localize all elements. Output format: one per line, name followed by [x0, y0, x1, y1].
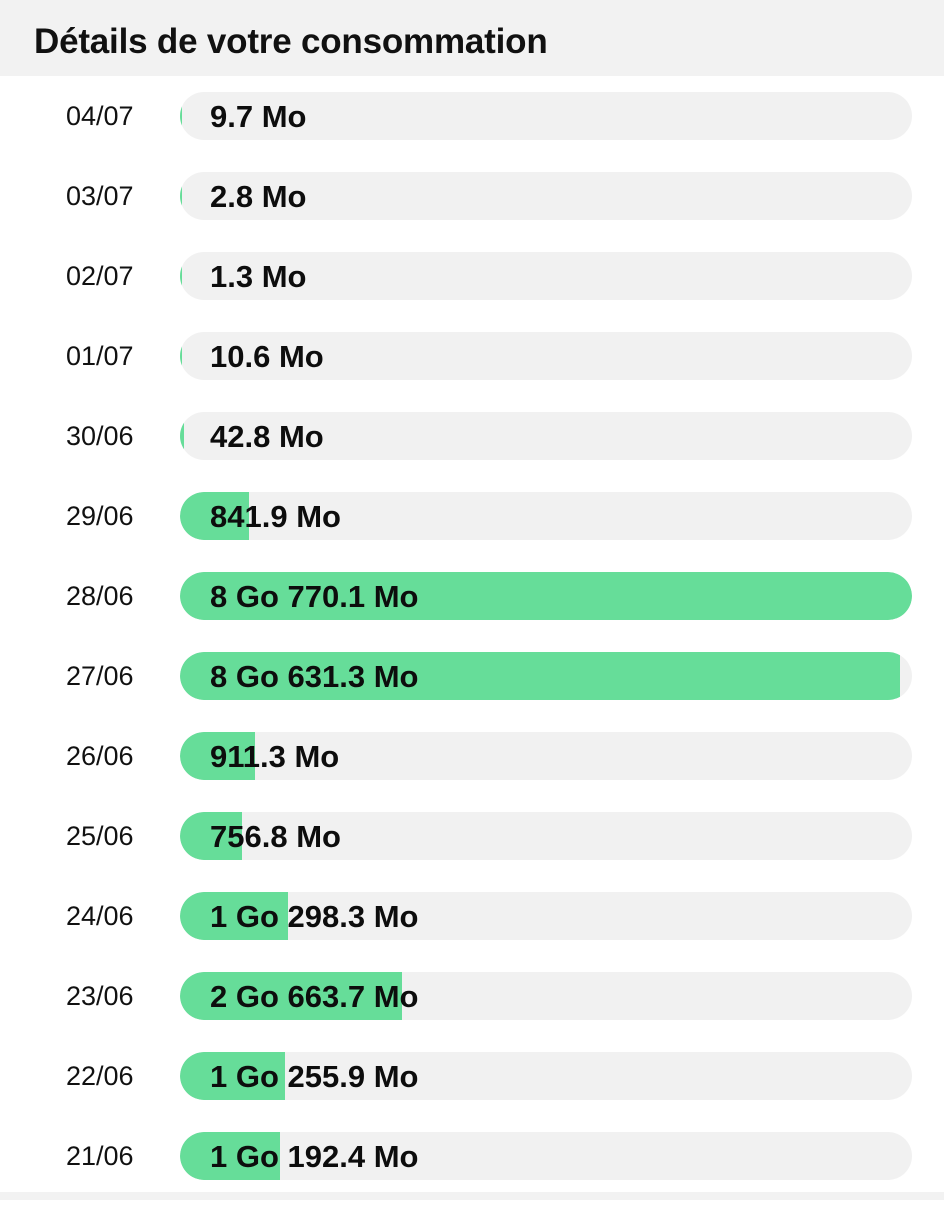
consumption-row: 04/07 9.7 Mo: [0, 92, 944, 140]
usage-bar-fill: [180, 492, 249, 540]
usage-value: 2.8 Mo: [210, 179, 307, 214]
consumption-row: 24/06 1 Go 298.3 Mo: [0, 892, 944, 940]
row-date: 24/06: [66, 901, 134, 931]
bottom-divider: [0, 1192, 944, 1200]
usage-value: 841.9 Mo: [210, 499, 341, 534]
usage-bar-fill: [180, 732, 255, 780]
usage-bar-fill: [180, 412, 184, 460]
usage-value: 1 Go 298.3 Mo: [210, 899, 419, 934]
row-date: 02/07: [66, 261, 134, 291]
usage-bar-fill: [180, 972, 402, 1020]
usage-value: 2 Go 663.7 Mo: [210, 979, 419, 1014]
row-date: 25/06: [66, 821, 134, 851]
usage-bar-fill: [180, 1132, 280, 1180]
usage-bar-fill: [180, 892, 288, 940]
usage-bar-track: [180, 492, 912, 540]
consumption-list: 04/07 9.7 Mo 03/07 2.8 Mo 02/07 1.3 Mo 01/07 10…: [0, 92, 944, 1212]
row-date: 01/07: [66, 341, 134, 371]
usage-bar-track: [180, 572, 912, 620]
usage-bar-track: [180, 812, 912, 860]
usage-bar-track: [180, 652, 912, 700]
usage-bar-track: [180, 892, 912, 940]
row-date: 03/07: [66, 181, 134, 211]
consumption-row: 26/06 911.3 Mo: [0, 732, 944, 780]
consumption-row: 25/06 756.8 Mo: [0, 812, 944, 860]
usage-bar-fill: [180, 332, 182, 380]
usage-value: 1 Go 192.4 Mo: [210, 1139, 419, 1174]
consumption-row: 01/07 10.6 Mo: [0, 332, 944, 380]
usage-bar-track: [180, 972, 912, 1020]
consumption-row: 02/07 1.3 Mo: [0, 252, 944, 300]
usage-value: 1.3 Mo: [210, 259, 307, 294]
usage-bar-fill: [180, 652, 900, 700]
row-date: 27/06: [66, 661, 134, 691]
row-date: 23/06: [66, 981, 134, 1011]
row-date: 29/06: [66, 501, 134, 531]
usage-bar-fill: [180, 1052, 285, 1100]
usage-value: 756.8 Mo: [210, 819, 341, 854]
row-date: 28/06: [66, 581, 134, 611]
usage-bar-fill: [180, 252, 182, 300]
consumption-row: 28/06 8 Go 770.1 Mo: [0, 572, 944, 620]
row-date: 04/07: [66, 101, 134, 131]
row-date: 30/06: [66, 421, 134, 451]
usage-bar-track: [180, 92, 912, 140]
usage-value: 9.7 Mo: [210, 99, 307, 134]
usage-value: 1 Go 255.9 Mo: [210, 1059, 419, 1094]
usage-bar-track: [180, 412, 912, 460]
consumption-row: 03/07 2.8 Mo: [0, 172, 944, 220]
usage-bar-track: [180, 732, 912, 780]
consumption-row: 21/06 1 Go 192.4 Mo: [0, 1132, 944, 1180]
page-title: Détails de votre consommation: [34, 22, 548, 61]
header: Détails de votre consommation: [0, 0, 944, 76]
usage-bar-fill: [180, 172, 182, 220]
usage-bar-fill: [180, 572, 912, 620]
usage-value: 10.6 Mo: [210, 339, 324, 374]
usage-bar-fill: [180, 812, 242, 860]
usage-bar-track: [180, 1132, 912, 1180]
usage-value: 42.8 Mo: [210, 419, 324, 454]
row-date: 21/06: [66, 1141, 134, 1171]
usage-bar-track: [180, 252, 912, 300]
usage-bar-fill: [180, 92, 182, 140]
usage-bar-track: [180, 1052, 912, 1100]
usage-bar-track: [180, 332, 912, 380]
consumption-row: 22/06 1 Go 255.9 Mo: [0, 1052, 944, 1100]
usage-value: 911.3 Mo: [210, 739, 340, 774]
row-date: 22/06: [66, 1061, 134, 1091]
consumption-row: 23/06 2 Go 663.7 Mo: [0, 972, 944, 1020]
consumption-row: 27/06 8 Go 631.3 Mo: [0, 652, 944, 700]
row-date: 26/06: [66, 741, 134, 771]
usage-bar-track: [180, 172, 912, 220]
consumption-row: 29/06 841.9 Mo: [0, 492, 944, 540]
usage-value: 8 Go 631.3 Mo: [210, 659, 419, 694]
consumption-row: 30/06 42.8 Mo: [0, 412, 944, 460]
usage-value: 8 Go 770.1 Mo: [210, 579, 419, 614]
